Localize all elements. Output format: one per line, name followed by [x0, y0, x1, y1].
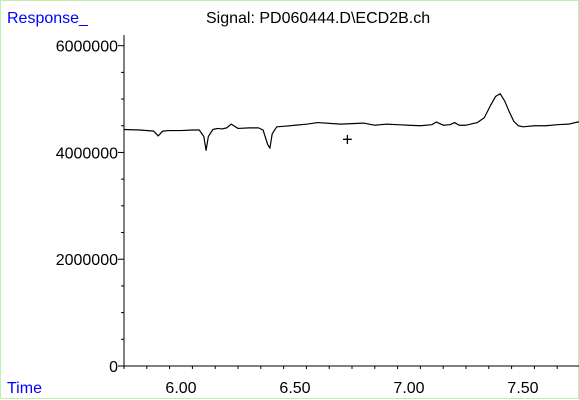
crosshair-marker: +: [342, 129, 353, 149]
axes-layer: [123, 35, 579, 367]
series-layer: [123, 93, 579, 151]
signal-series-line-0: [123, 93, 579, 151]
x-tick-label: 7.50: [507, 380, 538, 397]
y-tick-label: 6000000: [56, 39, 118, 56]
x-tick-label: 7.00: [393, 380, 424, 397]
x-tick-label: 6.00: [165, 380, 196, 397]
tick-layer: 0 2000000 4000000 6000000 6.00 6.50 7.00 7.50: [56, 39, 558, 397]
y-axis-label: Response_: [7, 10, 89, 27]
annotation-layer: +: [342, 129, 353, 149]
y-tick-label: 0: [109, 359, 118, 376]
chart-title: Signal: PD060444.D\ECD2B.ch: [206, 10, 430, 27]
x-tick-label: 6.50: [279, 380, 310, 397]
y-tick-label: 2000000: [56, 252, 118, 269]
y-tick-label: 4000000: [56, 145, 118, 162]
x-axis-label: Time: [7, 380, 42, 397]
